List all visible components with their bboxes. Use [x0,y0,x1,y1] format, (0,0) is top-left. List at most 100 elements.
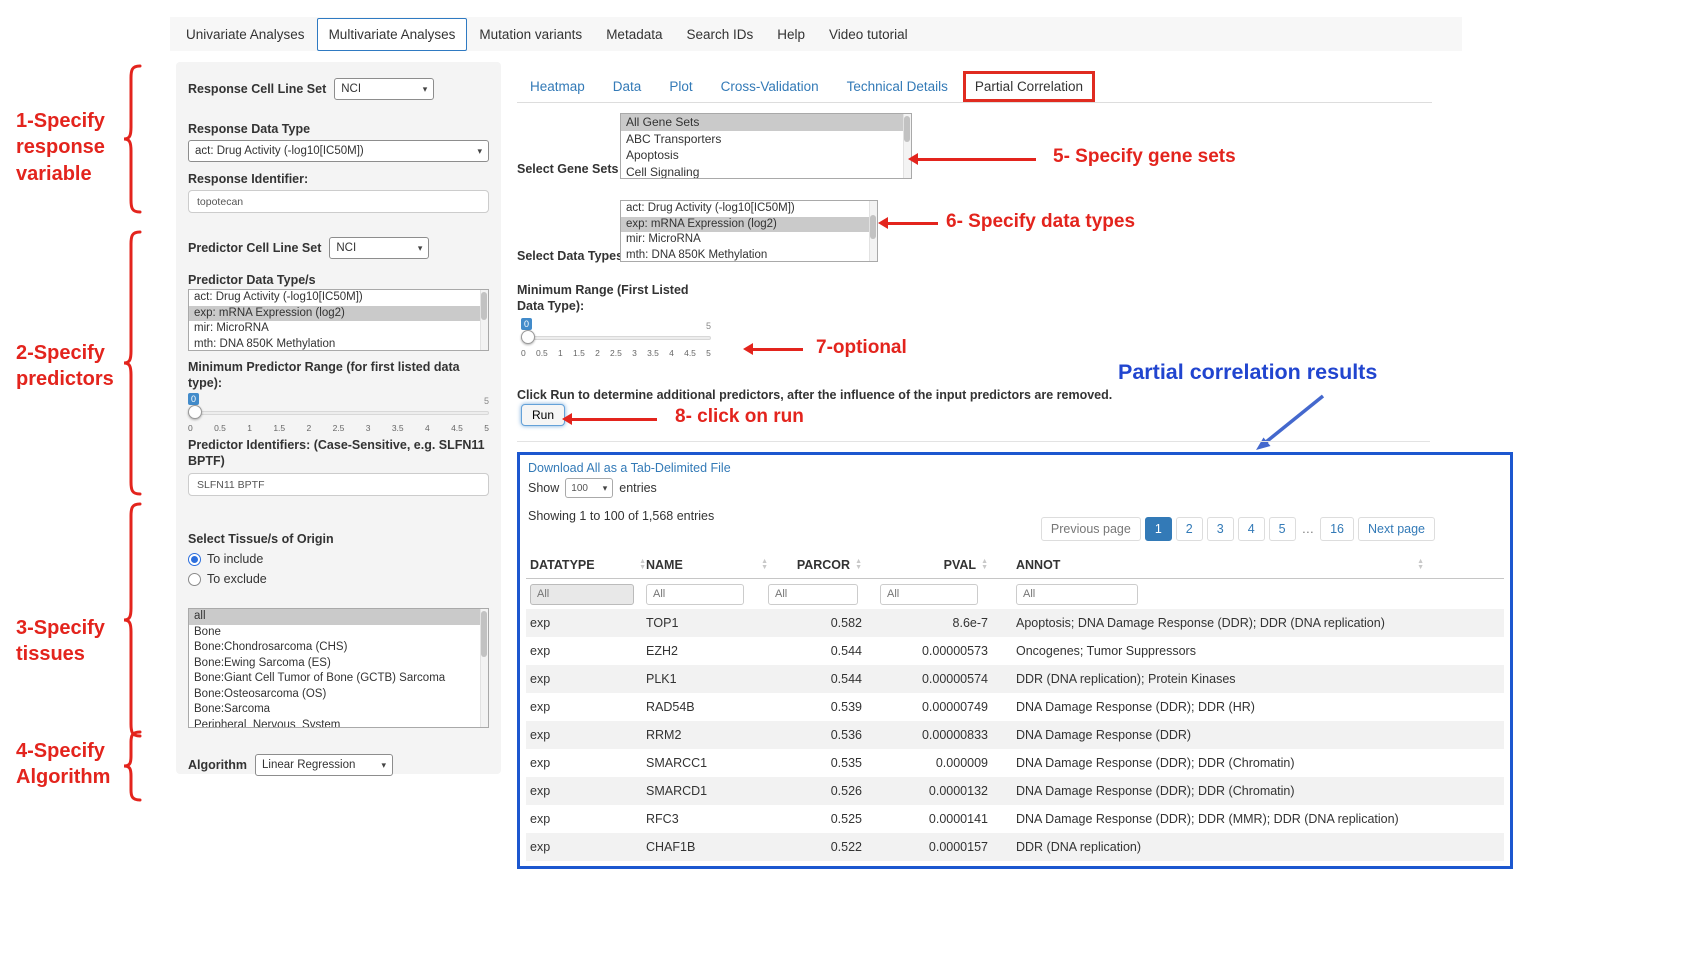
list-option[interactable]: Bone:Giant Cell Tumor of Bone (GCTB) Sar… [189,671,488,687]
radio-unselected-icon[interactable] [188,573,201,586]
list-option[interactable]: act: Drug Activity (-log10[IC50M]) [189,290,488,306]
data-types-listbox[interactable]: act: Drug Activity (-log10[IC50M]) exp: … [620,200,878,262]
slider-handle[interactable] [521,330,535,344]
sort-icon[interactable]: ▲▼ [639,559,646,570]
list-option[interactable]: mth: DNA 850K Methylation [621,248,877,263]
response-data-type-select[interactable]: act: Drug Activity (-log10[IC50M]) ▾ [188,140,489,162]
cell-annot: Apoptosis; DNA Damage Response (DDR); DD… [1008,616,1504,630]
table-row[interactable]: exp TOP1 0.582 8.6e-7 Apoptosis; DNA Dam… [526,609,1504,637]
min-predictor-range-slider[interactable]: 0 5 00.511.522.533.544.55 [188,393,489,435]
page-button-3[interactable]: 3 [1207,517,1234,541]
entries-per-page-select[interactable]: 100 ▾ [565,478,613,498]
list-option[interactable]: Bone [189,625,488,641]
cell-annot: DNA Damage Response (DDR); DDR (MMR); DD… [1008,812,1504,826]
header-annot[interactable]: ANNOT ▲▼ [1008,558,1504,572]
slider-value-chip: 0 [521,318,532,330]
tissue-exclude-radio[interactable]: To exclude [188,572,489,586]
page-button-1[interactable]: 1 [1145,517,1172,541]
algorithm-select[interactable]: Linear Regression ▾ [255,754,393,776]
sort-icon[interactable]: ▲▼ [981,559,988,570]
listbox-scrollbar[interactable] [903,114,911,178]
tab-cross-validation[interactable]: Cross-Validation [708,72,832,101]
filter-pval-input[interactable] [880,584,978,605]
list-option[interactable]: Bone:Sarcoma [189,702,488,718]
list-option-selected[interactable]: exp: mRNA Expression (log2) [621,217,877,233]
filter-annot-input[interactable] [1016,584,1138,605]
table-row[interactable]: exp RRM2 0.536 0.00000833 DNA Damage Res… [526,721,1504,749]
list-option[interactable]: Apoptosis [621,147,911,164]
predictor-data-types-listbox[interactable]: act: Drug Activity (-log10[IC50M]) exp: … [188,289,489,351]
sort-icon[interactable]: ▲▼ [855,559,862,570]
list-option[interactable]: Peripheral_Nervous_System [189,718,488,729]
list-option-selected[interactable]: All Gene Sets [621,114,911,131]
nav-video-tutorial[interactable]: Video tutorial [817,18,920,51]
slider-track[interactable] [521,336,711,340]
header-name[interactable]: NAME ▲▼ [646,558,768,572]
gene-sets-listbox[interactable]: All Gene Sets ABC Transporters Apoptosis… [620,113,912,179]
list-option-selected[interactable]: exp: mRNA Expression (log2) [189,306,488,322]
tissue-listbox[interactable]: all Bone Bone:Chondrosarcoma (CHS) Bone:… [188,608,489,728]
table-row[interactable]: exp PLK1 0.544 0.00000574 DDR (DNA repli… [526,665,1504,693]
filter-parcor-input[interactable] [768,584,858,605]
download-link[interactable]: Download All as a Tab-Delimited File [528,461,731,475]
table-row[interactable]: exp EZH2 0.544 0.00000573 Oncogenes; Tum… [526,637,1504,665]
sort-icon[interactable]: ▲▼ [1417,559,1424,570]
nav-mutation-variants[interactable]: Mutation variants [467,18,594,51]
tab-technical-details[interactable]: Technical Details [834,72,961,101]
listbox-scrollbar[interactable] [480,290,488,350]
tab-heatmap[interactable]: Heatmap [517,72,598,101]
header-pval[interactable]: PVAL ▲▼ [880,558,1008,572]
page-button-16[interactable]: 16 [1320,517,1354,541]
min-range-slider[interactable]: 0 5 00.511.522.533.544.55 [521,318,711,360]
table-row[interactable]: exp SMARCC1 0.535 0.000009 DNA Damage Re… [526,749,1504,777]
nav-metadata[interactable]: Metadata [594,18,674,51]
table-row[interactable]: exp SMARCD1 0.526 0.0000132 DNA Damage R… [526,777,1504,805]
response-cell-line-set-select[interactable]: NCI ▾ [334,78,434,100]
nav-multivariate-analyses[interactable]: Multivariate Analyses [317,18,468,51]
tab-plot[interactable]: Plot [656,72,705,101]
list-option[interactable]: Cell Signaling [621,164,911,180]
page-button-4[interactable]: 4 [1238,517,1265,541]
previous-page-button[interactable]: Previous page [1041,517,1141,541]
nav-search-ids[interactable]: Search IDs [674,18,765,51]
response-identifier-input[interactable] [188,190,489,213]
nav-help[interactable]: Help [765,18,817,51]
cell-annot: DDR (DNA replication); Protein Kinases [1008,672,1504,686]
page-button-5[interactable]: 5 [1269,517,1296,541]
filter-name-input[interactable] [646,584,744,605]
algorithm-value: Linear Regression [262,759,355,771]
list-option[interactable]: Bone:Chondrosarcoma (CHS) [189,640,488,656]
table-row[interactable]: exp RFC3 0.525 0.0000141 DNA Damage Resp… [526,805,1504,833]
predictor-cell-line-set-select[interactable]: NCI ▾ [329,237,429,259]
list-option-selected[interactable]: all [189,609,488,625]
list-option[interactable]: act: Drug Activity (-log10[IC50M]) [621,201,877,217]
header-datatype[interactable]: DATATYPE ▲▼ [526,558,646,572]
list-option[interactable]: mir: MicroRNA [621,232,877,248]
table-row[interactable]: exp CHAF1B 0.522 0.0000157 DDR (DNA repl… [526,833,1504,861]
tab-partial-correlation[interactable]: Partial Correlation [963,71,1095,102]
nav-univariate-analyses[interactable]: Univariate Analyses [174,18,317,51]
cell-annot: Oncogenes; Tumor Suppressors [1008,644,1504,658]
radio-selected-icon[interactable] [188,553,201,566]
list-option[interactable]: mir: MicroRNA [189,321,488,337]
filter-datatype-input[interactable] [530,584,634,605]
header-parcor[interactable]: PARCOR ▲▼ [768,558,880,572]
listbox-scrollbar[interactable] [480,609,488,727]
page-button-2[interactable]: 2 [1176,517,1203,541]
annotation-step5: 5- Specify gene sets [1053,146,1236,168]
list-option[interactable]: ABC Transporters [621,131,911,148]
list-option[interactable]: mth: DNA 850K Methylation [189,337,488,352]
predictor-identifiers-input[interactable] [188,473,489,496]
tissue-include-radio[interactable]: To include [188,552,489,566]
list-option[interactable]: Bone:Osteosarcoma (OS) [189,687,488,703]
slider-track[interactable] [188,411,489,415]
sort-icon[interactable]: ▲▼ [761,559,768,570]
run-button[interactable]: Run [521,404,565,426]
annotation-step2: 2-Specify predictors [16,340,114,393]
slider-handle[interactable] [188,405,202,419]
table-row[interactable]: exp RAD54B 0.539 0.00000749 DNA Damage R… [526,693,1504,721]
next-page-button[interactable]: Next page [1358,517,1435,541]
tab-data[interactable]: Data [600,72,655,101]
listbox-scrollbar[interactable] [869,201,877,261]
list-option[interactable]: Bone:Ewing Sarcoma (ES) [189,656,488,672]
